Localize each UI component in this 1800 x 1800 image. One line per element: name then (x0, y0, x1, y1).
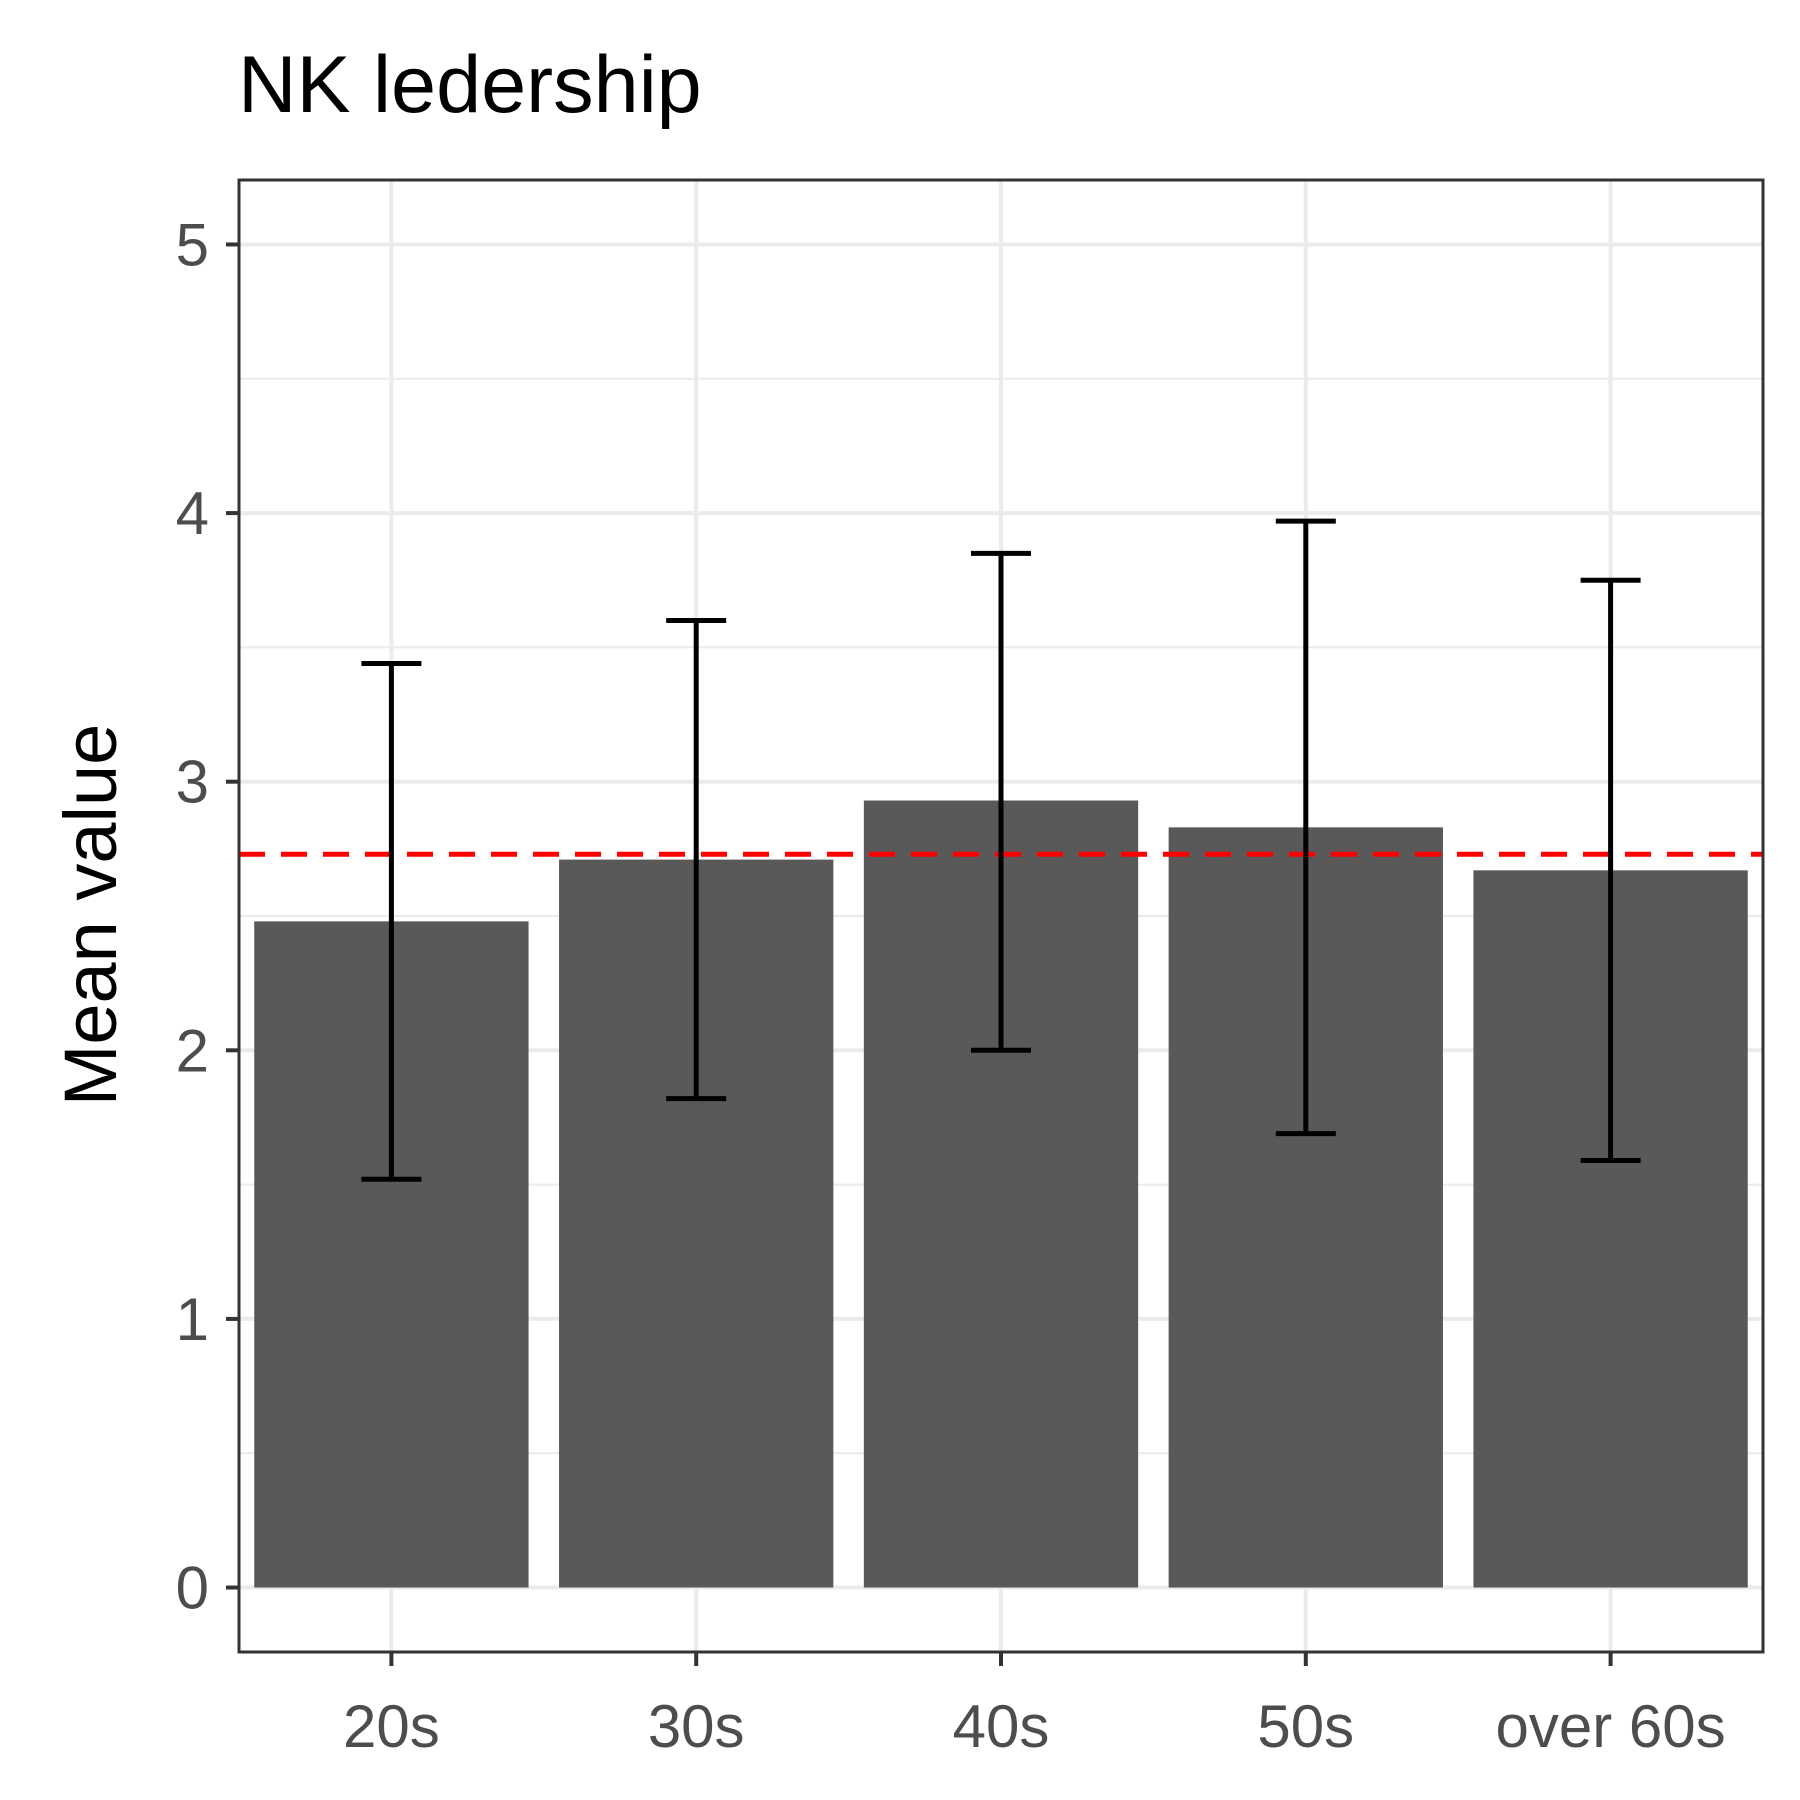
error-bar-50s (1275, 518, 1336, 1137)
y-tick-label: 1 (176, 1286, 209, 1353)
y-tick-label: 2 (176, 1017, 209, 1084)
error-bar-30s (666, 618, 727, 1102)
x-axis: 20s 30s 40s 50s over 60s (343, 1652, 1726, 1760)
y-axis: 0 1 2 3 4 5 (176, 211, 239, 1622)
y-tick-label: 5 (176, 211, 209, 278)
x-tick-label: 50s (1257, 1693, 1354, 1760)
chart-title: NK ledership (238, 40, 702, 130)
error-bar-20s (361, 661, 422, 1182)
y-tick-label: 0 (176, 1555, 209, 1622)
x-tick-label: 30s (648, 1693, 745, 1760)
error-bars (361, 518, 1641, 1182)
x-tick-label: 40s (953, 1693, 1050, 1760)
y-tick-label: 4 (176, 480, 209, 547)
y-axis-label: Mean value (49, 724, 132, 1107)
error-bar-40s (971, 550, 1031, 1053)
x-tick-label: 20s (343, 1693, 440, 1760)
error-bar-over-60s (1580, 577, 1641, 1163)
x-tick-label: over 60s (1496, 1693, 1726, 1760)
y-tick-label: 3 (176, 749, 209, 816)
